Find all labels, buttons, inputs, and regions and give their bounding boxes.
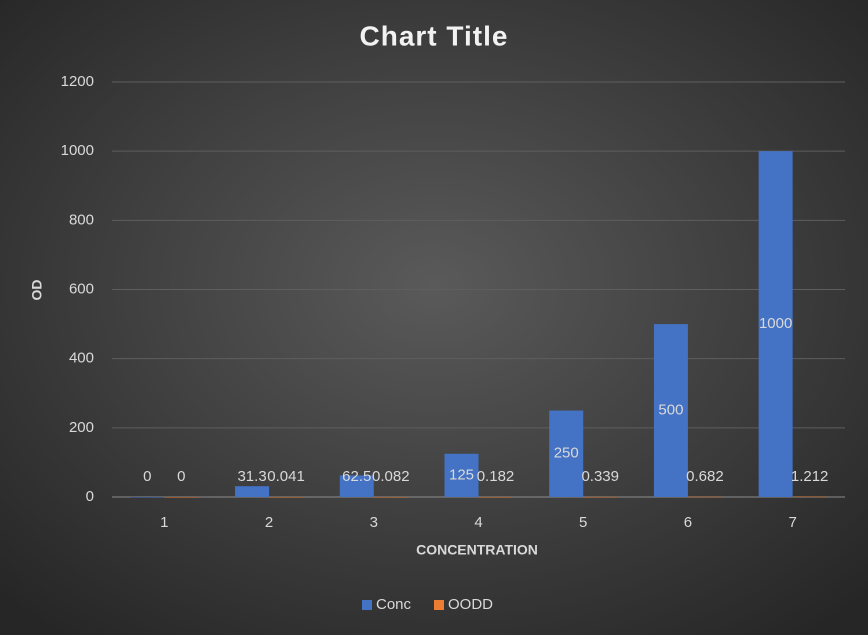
data-label: 31.3 — [237, 468, 266, 485]
data-label: 0.182 — [477, 468, 515, 485]
bar — [653, 324, 688, 497]
legend-swatch — [434, 600, 444, 610]
data-label: 0 — [177, 468, 185, 485]
data-label: 0.041 — [267, 468, 305, 485]
bar — [339, 475, 374, 497]
x-tick-label: 3 — [370, 514, 378, 531]
x-axis-title: CONCENTRATION — [416, 542, 538, 558]
bar — [758, 151, 793, 497]
data-label: 0.082 — [372, 468, 410, 485]
y-tick-label: 800 — [69, 211, 94, 228]
y-tick-label: 1200 — [61, 73, 94, 90]
bar — [444, 453, 479, 497]
y-tick-label: 0 — [86, 488, 94, 505]
y-tick-label: 600 — [69, 280, 94, 297]
data-label: 250 — [554, 445, 579, 462]
x-tick-label: 5 — [579, 514, 587, 531]
bar — [235, 486, 270, 497]
data-label: 1.212 — [791, 468, 829, 485]
bar — [269, 496, 304, 498]
y-axis-title: OD — [29, 280, 45, 301]
data-label: 125 — [449, 466, 474, 483]
bar — [164, 497, 199, 498]
bar — [130, 497, 165, 498]
data-label: 0.682 — [686, 468, 724, 485]
legend-label: OODD — [448, 596, 493, 613]
chart-title: Chart Title — [360, 20, 509, 51]
y-tick-label: 1000 — [61, 142, 94, 159]
y-tick-label: 400 — [69, 350, 94, 367]
x-tick-label: 7 — [788, 514, 796, 531]
bar — [583, 496, 618, 498]
x-tick-label: 1 — [160, 514, 168, 531]
y-tick-label: 200 — [69, 419, 94, 436]
data-label: 500 — [658, 402, 683, 419]
bar — [792, 496, 827, 498]
data-label: 1000 — [759, 315, 792, 332]
bar — [373, 496, 408, 498]
bar — [687, 496, 722, 498]
bar — [478, 496, 513, 498]
x-tick-label: 4 — [474, 514, 482, 531]
data-label: 0.339 — [581, 468, 619, 485]
data-label: 0 — [143, 468, 151, 485]
legend-swatch — [362, 600, 372, 610]
x-tick-label: 2 — [265, 514, 273, 531]
x-tick-label: 6 — [684, 514, 692, 531]
legend-label: Conc — [376, 596, 412, 613]
data-label: 62.5 — [342, 468, 371, 485]
bar — [549, 410, 584, 497]
